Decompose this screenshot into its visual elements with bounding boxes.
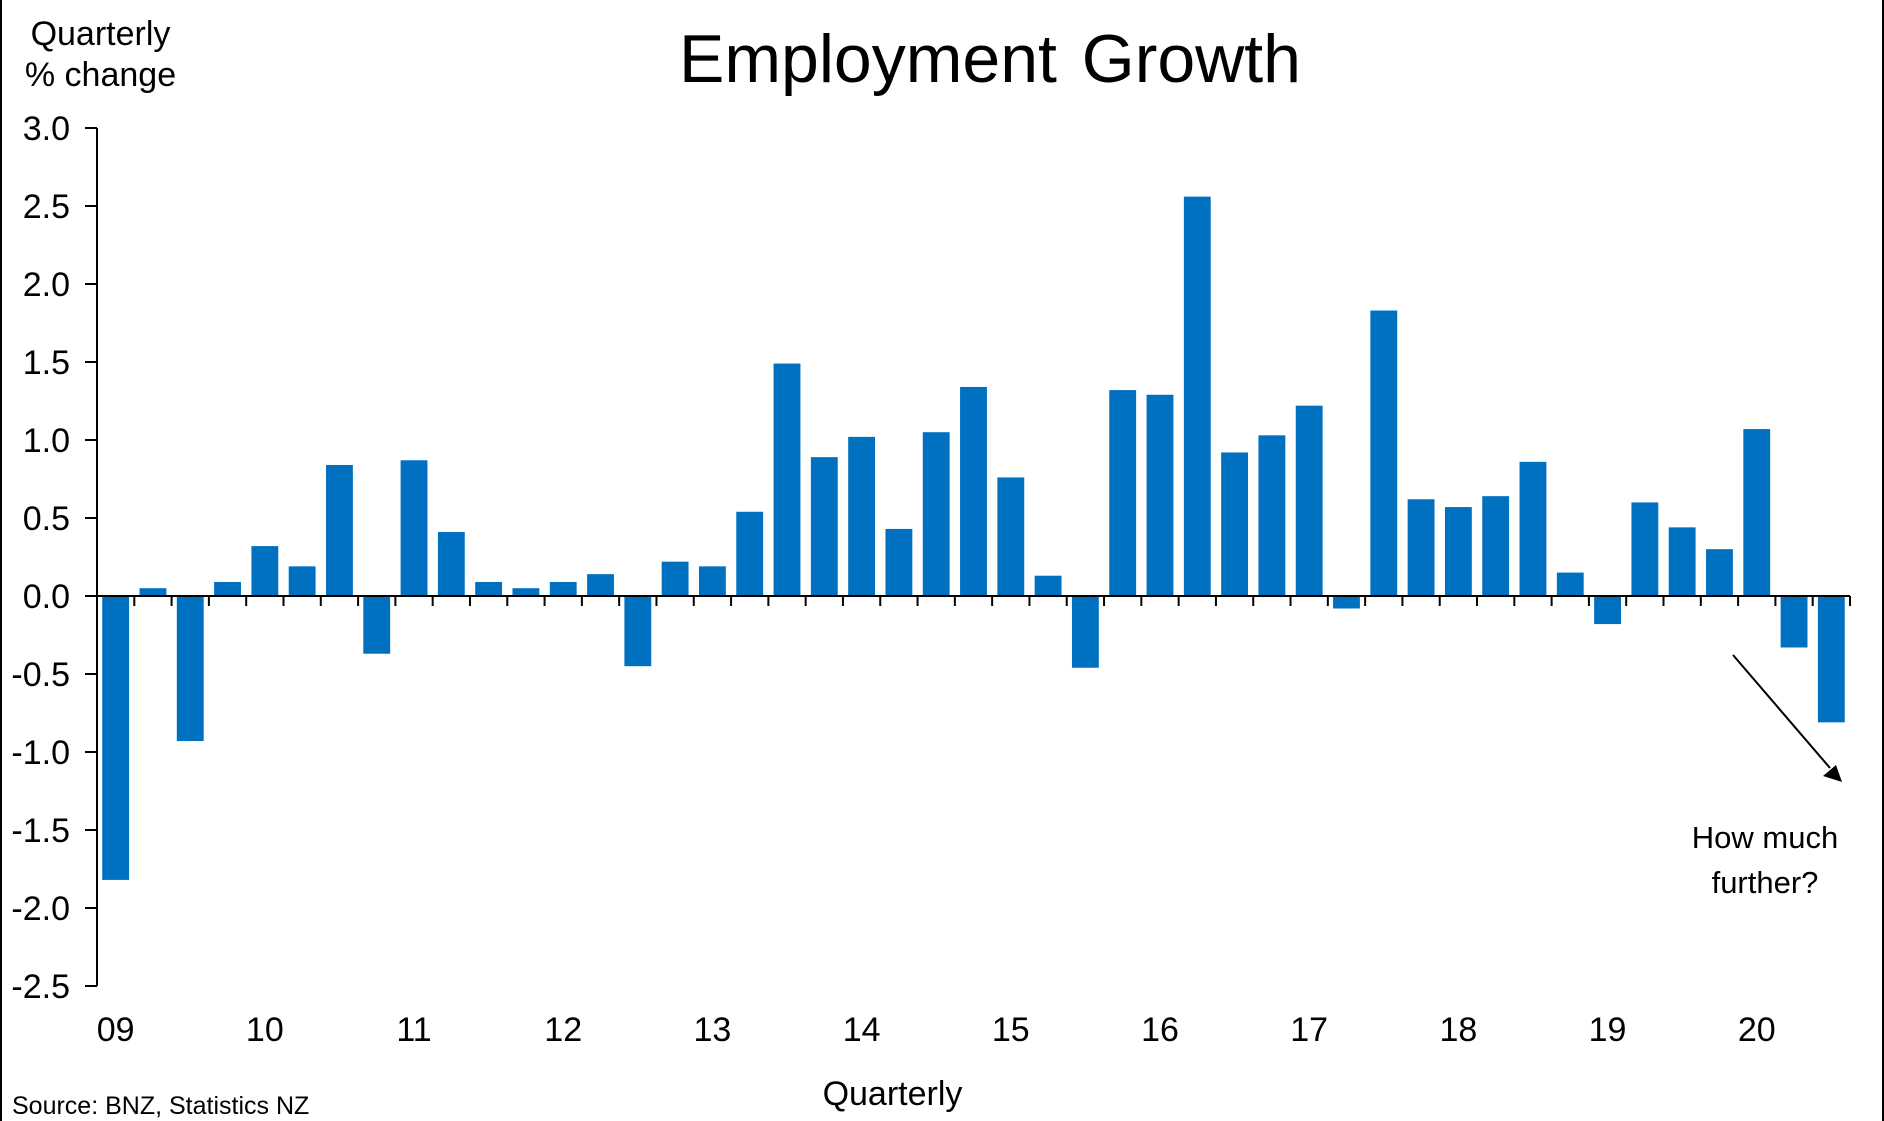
bar: [1780, 596, 1808, 648]
y-tick-label: -0.5: [11, 656, 70, 694]
y-tick-label: -1.5: [11, 812, 70, 850]
bar: [587, 574, 614, 596]
bar: [176, 596, 204, 742]
annotation-arrow-line: [1732, 654, 1831, 769]
bar: [773, 363, 801, 596]
source-note: Source: BNZ, Statistics NZ: [12, 1092, 310, 1120]
bar: [1146, 394, 1174, 596]
bar: [549, 581, 577, 596]
bar: [1631, 502, 1659, 596]
bar: [251, 546, 279, 596]
x-tick-label: 11: [396, 1011, 431, 1049]
bar: [848, 436, 876, 596]
x-tick-label: 19: [1589, 1011, 1627, 1049]
x-tick-label: 18: [1439, 1011, 1477, 1049]
bar: [810, 457, 838, 596]
bar: [363, 596, 391, 654]
bar: [661, 561, 689, 596]
bar: [1519, 461, 1547, 596]
x-tick-label: 15: [992, 1011, 1030, 1049]
y-tick-label: 3.0: [23, 110, 70, 148]
y-tick-label: -2.5: [11, 968, 70, 1006]
y-axis-label-line-2: % change: [24, 56, 177, 94]
x-axis-label: Quarterly: [822, 1075, 963, 1113]
bar: [960, 386, 987, 596]
bar: [1258, 435, 1286, 596]
annotation-line-2: further?: [1711, 865, 1819, 900]
chart-title: Employment Growth: [679, 21, 1301, 97]
bar: [1556, 572, 1584, 596]
bar: [1295, 405, 1323, 596]
bar: [475, 581, 503, 596]
bar: [1743, 429, 1771, 596]
bar: [698, 566, 726, 596]
bar: [512, 588, 540, 596]
bar: [736, 511, 764, 596]
bar: [1071, 596, 1099, 668]
annotation-arrow-head: [1823, 765, 1842, 782]
bar: [624, 596, 652, 667]
x-tick-label: 13: [694, 1011, 732, 1049]
bar: [1668, 527, 1696, 596]
bar: [1370, 310, 1398, 596]
x-tick-label: 09: [97, 1011, 135, 1049]
annotation-line-1: How much: [1691, 820, 1839, 855]
y-axis-label: Quarterly % change: [18, 14, 183, 96]
bar: [326, 464, 353, 596]
bar: [139, 588, 167, 596]
bar: [997, 477, 1025, 596]
bar: [1221, 452, 1249, 596]
annotation: How much further?: [1665, 815, 1865, 905]
bar: [1444, 507, 1472, 596]
bar: [1407, 499, 1435, 596]
bar: [1333, 596, 1360, 609]
y-tick-label: -1.0: [11, 734, 70, 772]
y-axis-label-line-1: Quarterly: [30, 15, 171, 53]
bar: [922, 432, 950, 596]
bar: [885, 528, 913, 596]
bar: [1183, 196, 1211, 596]
bar: [1594, 596, 1621, 625]
bar: [1706, 549, 1733, 596]
x-tick-label: 16: [1141, 1011, 1179, 1049]
bar: [1482, 496, 1510, 596]
bar: [1034, 575, 1062, 596]
y-tick-label: 2.5: [23, 188, 70, 226]
y-tick-label: 2.0: [23, 266, 70, 304]
bar: [437, 532, 465, 596]
x-tick-label: 14: [843, 1011, 881, 1049]
bar: [288, 566, 316, 596]
y-tick-label: 1.0: [23, 422, 70, 460]
x-tick-label: 20: [1738, 1011, 1776, 1049]
x-tick-label: 17: [1290, 1011, 1328, 1049]
y-tick-label: 0.0: [23, 578, 70, 616]
bar: [400, 460, 428, 596]
x-tick-label: 12: [544, 1011, 582, 1049]
y-tick-label: -2.0: [11, 890, 70, 928]
bar: [1817, 596, 1845, 723]
x-tick-label: 10: [246, 1011, 284, 1049]
bar: [214, 581, 241, 596]
y-tick-label: 1.5: [23, 344, 70, 382]
y-tick-label: 0.5: [23, 500, 70, 538]
bar: [102, 596, 130, 880]
bar: [1109, 390, 1137, 596]
